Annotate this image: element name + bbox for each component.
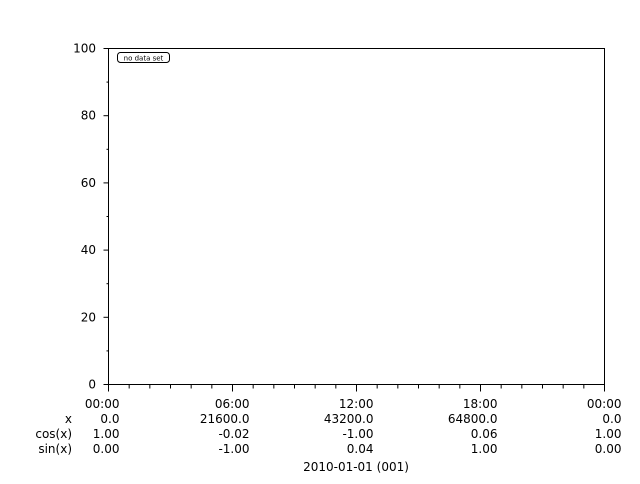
- y-tick-label: 80: [81, 109, 96, 123]
- aux-row-value: 0.06: [471, 427, 498, 441]
- aux-row-label: sin(x): [38, 442, 72, 456]
- y-tick-label: 40: [81, 243, 96, 257]
- aux-row-value: 1.00: [595, 427, 622, 441]
- legend: no data set: [117, 52, 170, 63]
- y-tick-label: 0: [88, 378, 96, 392]
- x-tick-label: 00:00: [587, 397, 622, 411]
- aux-row-value: 64800.0: [448, 412, 498, 426]
- aux-row-label: cos(x): [35, 427, 72, 441]
- aux-row-value: 1.00: [93, 427, 120, 441]
- y-tick-label: 20: [81, 310, 96, 324]
- aux-row-value: 0.04: [347, 442, 374, 456]
- aux-row-value: 0.0: [100, 412, 119, 426]
- aux-row-value: 0.0: [602, 412, 621, 426]
- aux-row-value: 0.00: [595, 442, 622, 456]
- legend-text: no data set: [124, 55, 164, 63]
- x-tick-label: 18:00: [463, 397, 498, 411]
- y-tick-label: 60: [81, 176, 96, 190]
- legend-box: [117, 52, 170, 63]
- aux-row-value: -1.00: [218, 442, 249, 456]
- x-tick-label: 06:00: [215, 397, 250, 411]
- aux-row-value: 43200.0: [324, 412, 374, 426]
- aux-row-value: 0.00: [93, 442, 120, 456]
- x-tick-label: 00:00: [85, 397, 120, 411]
- aux-row-value: -1.00: [342, 427, 373, 441]
- plot-frame: [108, 48, 605, 385]
- aux-row-value: 21600.0: [200, 412, 250, 426]
- aux-row-value: 1.00: [471, 442, 498, 456]
- aux-row-label: x: [65, 412, 72, 426]
- x-tick-label: 12:00: [339, 397, 374, 411]
- x-axis-label: 2010-01-01 (001): [303, 460, 409, 474]
- y-tick-label: 100: [73, 42, 96, 56]
- aux-row-value: -0.02: [218, 427, 249, 441]
